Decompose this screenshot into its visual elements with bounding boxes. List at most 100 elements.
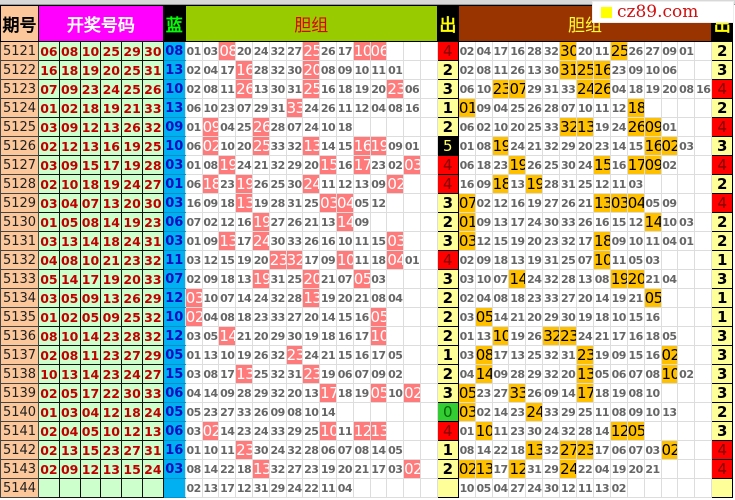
right-group-cell: 03 <box>457 307 476 327</box>
left-group-cell: 14 <box>319 402 337 422</box>
right-group-cell: 24 <box>576 155 594 175</box>
left-group-cell: 05 <box>369 307 388 327</box>
issue-number: 5140 <box>0 402 39 422</box>
left-group-cell: 01 <box>403 250 421 270</box>
right-group-cell: 19 <box>609 383 628 403</box>
left-group-cell: 26 <box>251 174 270 194</box>
right-group-cell: 10 <box>643 402 662 422</box>
out-count-right: 1 <box>711 307 734 327</box>
right-group-cell <box>677 478 696 498</box>
left-group-cell: 23 <box>386 79 405 99</box>
right-group-cell: 32 <box>559 231 578 251</box>
right-group-cell: 23 <box>508 402 527 422</box>
left-group-cell: 20 <box>302 307 321 327</box>
left-group-cell <box>386 307 405 327</box>
right-group-cell <box>677 459 696 479</box>
right-group-cell: 33 <box>508 383 527 403</box>
left-group-cell: 07 <box>335 269 354 289</box>
left-group-cell <box>403 345 421 365</box>
right-group-cell: 25 <box>609 41 628 61</box>
right-group-cell: 03 <box>457 269 476 289</box>
left-group-cell <box>419 193 438 213</box>
blue-number: 05 <box>163 345 186 365</box>
draw-number: 32 <box>141 326 164 346</box>
draw-number: 17 <box>79 383 102 403</box>
left-group-cell: 11 <box>335 98 354 118</box>
right-group-cell: 13 <box>660 402 679 422</box>
right-group-cell: 11 <box>491 421 510 441</box>
right-group-cell: 02 <box>474 117 493 137</box>
draw-number <box>121 478 143 498</box>
draw-number: 07 <box>38 79 60 99</box>
left-group-cell: 15 <box>335 136 354 156</box>
left-group-cell: 19 <box>251 193 270 213</box>
out-count-right: 4 <box>711 459 734 479</box>
draw-number: 05 <box>58 288 81 308</box>
out-count-right: 3 <box>711 136 734 156</box>
right-group-cell: 22 <box>576 459 594 479</box>
right-group-cell: 10 <box>643 383 662 403</box>
left-group-cell: 08 <box>285 402 304 422</box>
left-group-cell: 03 <box>319 193 337 213</box>
draw-number: 04 <box>79 402 102 422</box>
left-group-cell: 10 <box>201 288 220 308</box>
issue-number: 5142 <box>0 440 39 460</box>
draw-number: 19 <box>79 60 102 80</box>
right-group-cell <box>660 288 679 308</box>
left-group-cell: 08 <box>352 440 371 460</box>
right-group-cell: 02 <box>457 288 476 308</box>
right-group-cell: 10 <box>660 212 679 232</box>
draw-number: 19 <box>100 98 123 118</box>
issue-number: 5134 <box>0 288 39 308</box>
right-group-cell: 14 <box>508 269 527 289</box>
draw-number: 08 <box>58 41 81 61</box>
right-group-cell <box>677 288 696 308</box>
left-group-cell: 10 <box>201 98 220 118</box>
right-group-cell <box>694 307 713 327</box>
issue-number: 5135 <box>0 307 39 327</box>
left-group-cell: 06 <box>184 136 203 156</box>
left-group-cell: 32 <box>285 440 304 460</box>
left-group-cell: 31 <box>285 193 304 213</box>
right-group-cell: 20 <box>576 136 594 156</box>
draw-number: 05 <box>38 269 60 289</box>
left-group-cell <box>386 41 405 61</box>
left-group-cell: 12 <box>201 250 220 270</box>
table-row: 5141 02 04 05 10 12 13 06 03 02 14 23 24 33 29 25 10 11 12… <box>0 421 734 441</box>
right-group-cell <box>660 478 679 498</box>
issue-number: 5143 <box>0 459 39 479</box>
left-group-cell: 10 <box>201 440 220 460</box>
right-group-cell: 32 <box>542 326 561 346</box>
right-group-cell <box>677 402 696 422</box>
left-group-cell: 09 <box>386 136 405 156</box>
right-group-cell: 24 <box>525 269 544 289</box>
right-group-cell: 04 <box>660 231 679 251</box>
left-group-cell: 18 <box>235 459 253 479</box>
left-group-cell: 23 <box>235 440 253 460</box>
right-group-cell: 27 <box>559 440 578 460</box>
out-count: 1 <box>436 440 459 460</box>
left-group-cell: 21 <box>352 288 371 308</box>
out-count: 0 <box>436 402 459 422</box>
issue-number: 5129 <box>0 193 39 213</box>
left-group-cell: 04 <box>386 288 405 308</box>
right-group-cell: 05 <box>592 364 611 384</box>
left-group-cell: 17 <box>352 326 371 346</box>
draw-number: 02 <box>58 307 81 327</box>
right-group-cell: 04 <box>592 459 611 479</box>
left-group-cell: 13 <box>235 364 253 384</box>
right-group-cell: 13 <box>474 326 493 346</box>
table-row: 5123 07 09 23 24 25 26 10 02 08 11 26 13 30 31 25 16 18 19… <box>0 79 734 99</box>
right-group-cell: 25 <box>525 345 544 365</box>
left-group-cell <box>419 41 438 61</box>
left-group-cell: 13 <box>201 345 220 365</box>
left-group-cell: 02 <box>386 174 405 194</box>
right-group-cell <box>694 459 713 479</box>
draw-number: 09 <box>100 307 123 327</box>
left-group-cell: 24 <box>251 421 270 441</box>
left-group-cell: 32 <box>268 364 287 384</box>
right-group-cell <box>660 174 679 194</box>
right-group-cell: 02 <box>660 155 679 175</box>
left-group-cell: 29 <box>285 421 304 441</box>
right-group-cell: 17 <box>491 459 510 479</box>
